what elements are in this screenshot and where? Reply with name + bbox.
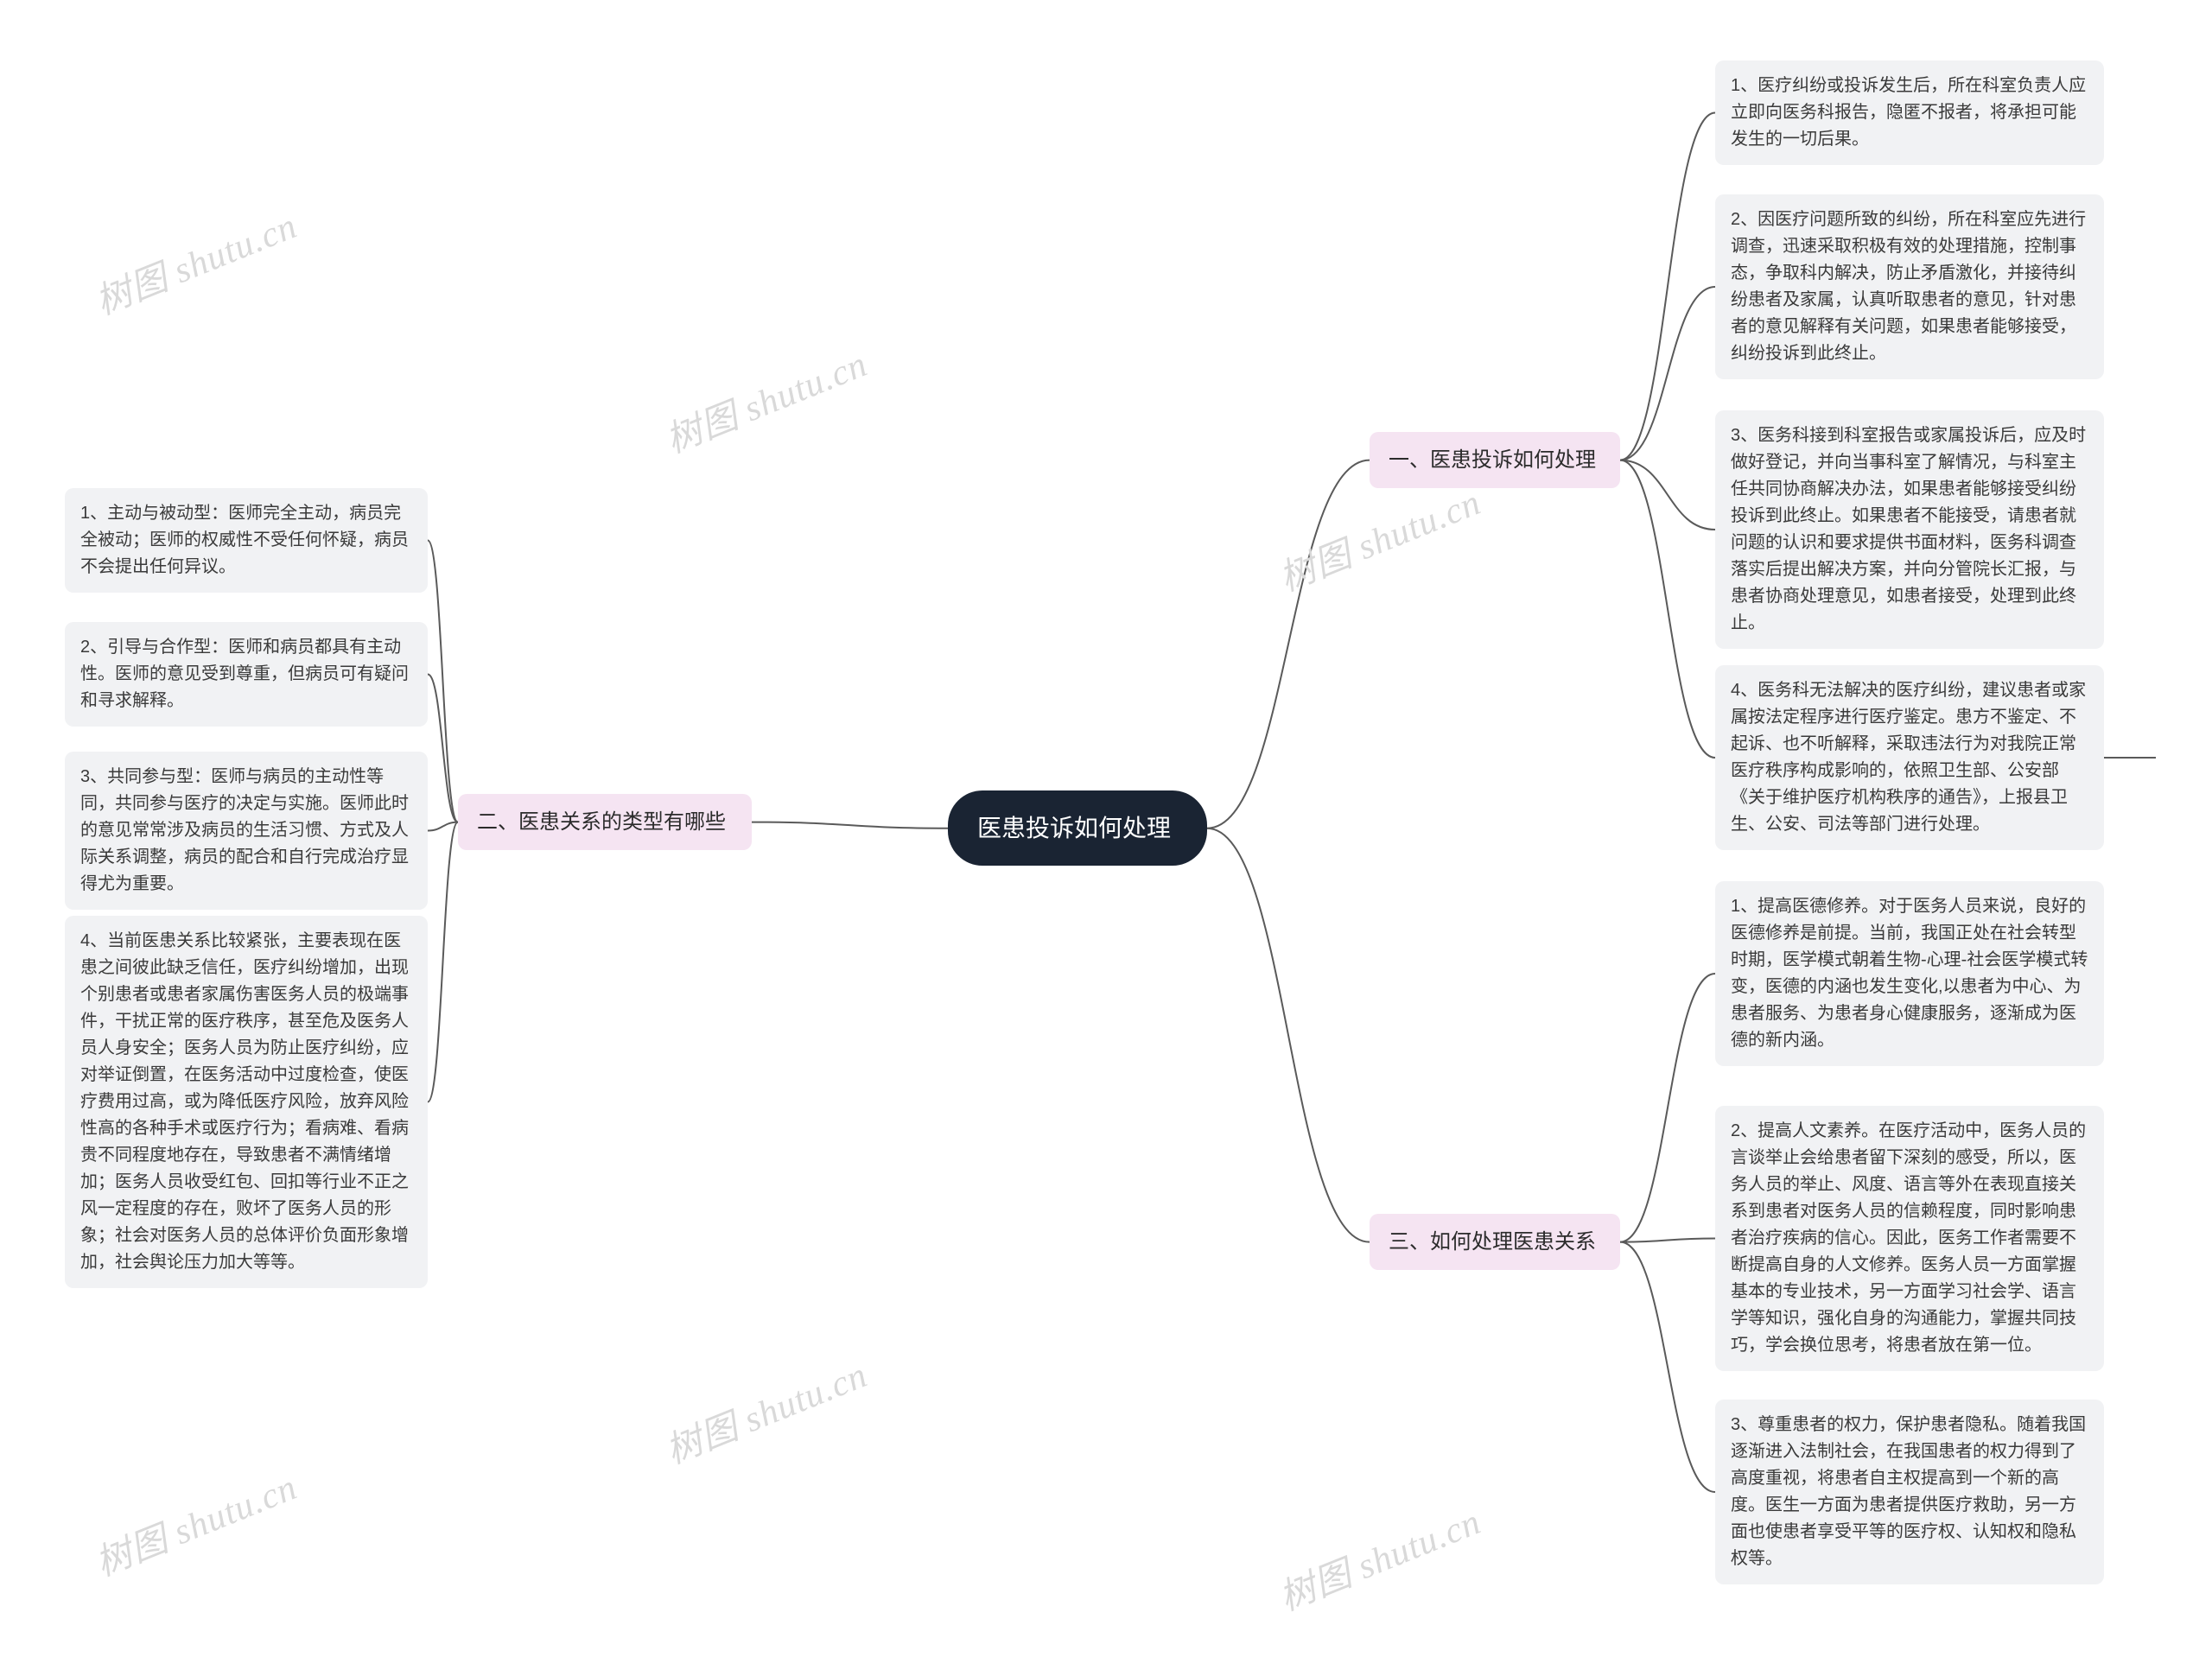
root-node[interactable]: 医患投诉如何处理	[948, 790, 1207, 866]
branch-node-3[interactable]: 三、如何处理医患关系	[1370, 1214, 1620, 1270]
watermark: 树图 shutu.cn	[86, 197, 304, 326]
leaf-node[interactable]: 2、提高人文素养。在医疗活动中，医务人员的言谈举止会给患者留下深刻的感受，所以，…	[1715, 1106, 2104, 1371]
branch-node-1[interactable]: 一、医患投诉如何处理	[1370, 432, 1620, 488]
leaf-node[interactable]: 4、医务科无法解决的医疗纠纷，建议患者或家属按法定程序进行医疗鉴定。患方不鉴定、…	[1715, 665, 2104, 850]
watermark: 树图 shutu.cn	[1270, 1493, 1488, 1622]
leaf-node[interactable]: 3、医务科接到科室报告或家属投诉后，应及时做好登记，并向当事科室了解情况，与科室…	[1715, 410, 2104, 649]
leaf-node[interactable]: 1、提高医德修养。对于医务人员来说，良好的医德修养是前提。当前，我国正处在社会转…	[1715, 881, 2104, 1066]
leaf-node[interactable]: 3、共同参与型：医师与病员的主动性等同，共同参与医疗的决定与实施。医师此时的意见…	[65, 752, 428, 910]
leaf-node[interactable]: 3、尊重患者的权力，保护患者隐私。随着我国逐渐进入法制社会，在我国患者的权力得到…	[1715, 1400, 2104, 1584]
watermark: 树图 shutu.cn	[657, 1346, 874, 1475]
leaf-node[interactable]: 2、因医疗问题所致的纠纷，所在科室应先进行调查，迅速采取积极有效的处理措施，控制…	[1715, 194, 2104, 379]
branch-node-2[interactable]: 二、医患关系的类型有哪些	[458, 794, 752, 850]
watermark: 树图 shutu.cn	[657, 335, 874, 464]
leaf-node[interactable]: 2、引导与合作型：医师和病员都具有主动性。医师的意见受到尊重，但病员可有疑问和寻…	[65, 622, 428, 727]
mindmap-canvas: 树图 shutu.cn 树图 shutu.cn 树图 shutu.cn 树图 s…	[0, 0, 2212, 1657]
leaf-node[interactable]: 1、医疗纠纷或投诉发生后，所在科室负责人应立即向医务科报告，隐匿不报者，将承担可…	[1715, 60, 2104, 165]
leaf-node[interactable]: 1、主动与被动型：医师完全主动，病员完全被动；医师的权威性不受任何怀疑，病员不会…	[65, 488, 428, 593]
leaf-node[interactable]: 4、当前医患关系比较紧张，主要表现在医患之间彼此缺乏信任，医疗纠纷增加，出现个别…	[65, 916, 428, 1288]
watermark: 树图 shutu.cn	[1270, 473, 1488, 602]
watermark: 树图 shutu.cn	[86, 1458, 304, 1587]
